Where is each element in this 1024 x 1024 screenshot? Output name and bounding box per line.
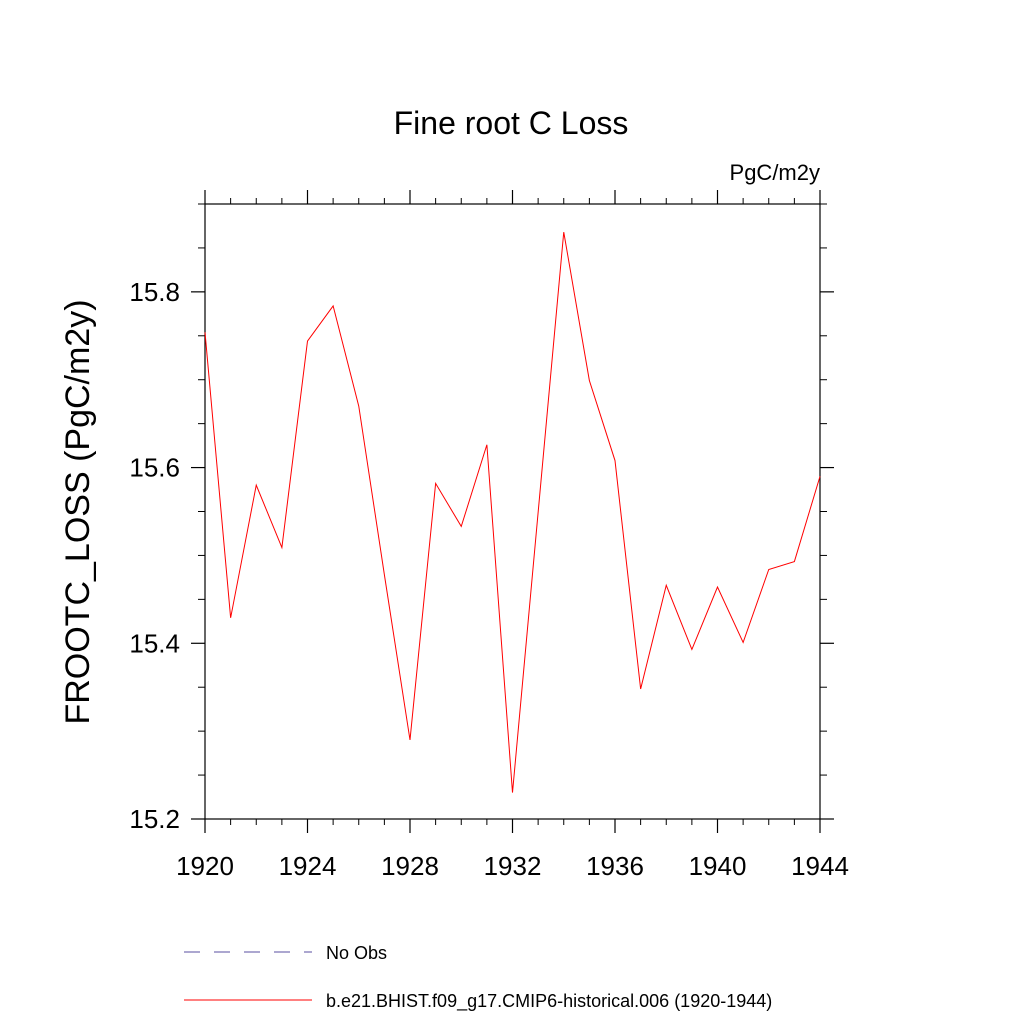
tick-labels: 1920 1924 1928 1932 1936 1940 1944 15.2 15.4 15.6… [129, 277, 849, 881]
x-tick-label: 1936 [586, 851, 644, 881]
y-tick-label: 15.6 [129, 453, 180, 483]
x-tick-label: 1944 [791, 851, 849, 881]
x-tick-label: 1928 [381, 851, 439, 881]
series-line [204, 232, 821, 793]
legend-label: No Obs [326, 943, 387, 963]
x-tick-label: 1924 [279, 851, 337, 881]
units-label: PgC/m2y [730, 160, 820, 185]
legend-label: b.e21.BHIST.f09_g17.CMIP6-historical.006… [326, 991, 772, 1012]
axis-ticks [191, 190, 834, 833]
x-tick-label: 1920 [176, 851, 234, 881]
x-tick-label: 1932 [484, 851, 542, 881]
plot-frame [204, 203, 821, 820]
y-tick-label: 15.4 [129, 628, 180, 658]
y-tick-label: 15.2 [129, 804, 180, 834]
legend: No Obs b.e21.BHIST.f09_g17.CMIP6-historic… [184, 943, 772, 1012]
y-axis-label: FROOTC_LOSS (PgC/m2y) [59, 299, 97, 724]
series-layer [204, 232, 821, 793]
x-tick-label: 1940 [689, 851, 747, 881]
chart-title: Fine root C Loss [394, 105, 629, 141]
y-tick-label: 15.8 [129, 277, 180, 307]
